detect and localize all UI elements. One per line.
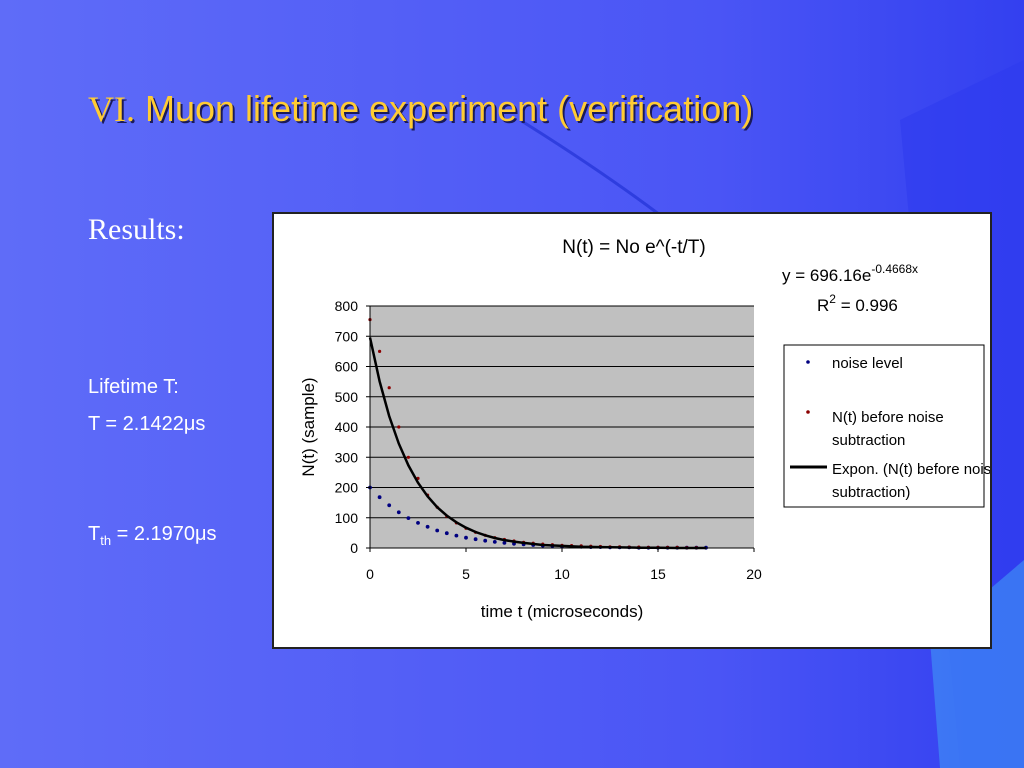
data-point bbox=[492, 540, 497, 544]
r-squared-power: 2 bbox=[829, 292, 836, 306]
results-label: Results: bbox=[88, 213, 185, 246]
slide-title: VI. Muon lifetime experiment (verificati… bbox=[88, 88, 753, 130]
trendline-equation: y = 696.16e-0.4668x bbox=[782, 262, 918, 285]
y-tick-label: 300 bbox=[335, 449, 359, 465]
data-point bbox=[406, 516, 411, 520]
data-point bbox=[396, 510, 401, 515]
x-tick-label: 5 bbox=[462, 566, 470, 582]
data-point bbox=[464, 535, 468, 540]
r-squared: R2 = 0.996 bbox=[817, 292, 898, 315]
theoretical-subscript: th bbox=[100, 533, 112, 548]
data-point bbox=[425, 524, 430, 529]
trendline-equation-base: y = 696.16e bbox=[782, 266, 871, 285]
legend-marker-raw bbox=[806, 410, 810, 414]
legend-label-fit-line-1: Expon. (N(t) before noise bbox=[832, 461, 990, 478]
legend-label-noise: noise level bbox=[832, 355, 903, 372]
data-point bbox=[502, 541, 507, 545]
trendline-equation-exponent: -0.4668x bbox=[871, 262, 918, 276]
x-tick-label: 0 bbox=[366, 566, 374, 582]
theoretical-value: = 2.1970μs bbox=[111, 523, 217, 545]
theoretical-prefix: T bbox=[88, 523, 101, 545]
data-point bbox=[444, 531, 449, 536]
data-point bbox=[416, 521, 420, 525]
title-text: Muon lifetime experiment (verification) bbox=[135, 88, 754, 129]
data-point bbox=[397, 425, 401, 429]
r-squared-symbol: R bbox=[817, 296, 829, 315]
r-squared-value: = 0.996 bbox=[836, 296, 898, 315]
chart-title: N(t) = No e^(-t/T) bbox=[562, 237, 706, 258]
x-tick-label: 15 bbox=[650, 566, 666, 582]
y-tick-label: 600 bbox=[335, 359, 359, 375]
legend-label-fit: Expon. (N(t) before noise subtraction) bbox=[832, 461, 990, 501]
legend-label-raw-line-1: N(t) before noise bbox=[832, 409, 944, 426]
data-point bbox=[454, 533, 459, 538]
legend-label-raw-line-2: subtraction bbox=[832, 432, 905, 449]
legend: noise level N(t) before noise subtraction… bbox=[783, 344, 990, 508]
data-point bbox=[406, 455, 410, 459]
data-point bbox=[377, 495, 382, 500]
y-tick-label: 100 bbox=[335, 510, 359, 526]
theoretical-lifetime: Tth = 2.1970μs bbox=[88, 523, 217, 548]
title-numeral: VI. bbox=[88, 89, 135, 129]
y-axis-ticks: 0 100 200 300 400 500 600 700 800 bbox=[335, 298, 370, 556]
legend-label-raw: N(t) before noise subtraction bbox=[832, 409, 944, 449]
x-axis-label: time t (microseconds) bbox=[481, 602, 643, 621]
x-tick-label: 20 bbox=[746, 566, 762, 582]
data-point bbox=[387, 503, 392, 508]
y-tick-label: 500 bbox=[335, 389, 359, 405]
y-tick-label: 200 bbox=[335, 480, 359, 496]
data-point bbox=[473, 537, 478, 542]
data-point bbox=[378, 349, 382, 353]
x-axis-ticks: 0 5 10 15 20 bbox=[366, 548, 762, 582]
data-point bbox=[483, 538, 488, 543]
data-point bbox=[435, 528, 440, 533]
lifetime-label: Lifetime T: bbox=[88, 376, 179, 398]
chart-frame: N(t) = No e^(-t/T) y = 696.16e-0.4668x R… bbox=[272, 212, 992, 649]
y-tick-label: 700 bbox=[335, 328, 359, 344]
x-tick-label: 10 bbox=[554, 566, 570, 582]
legend-label-fit-line-2: subtraction) bbox=[832, 484, 910, 501]
legend-marker-noise bbox=[806, 360, 810, 364]
decay-chart: N(t) = No e^(-t/T) y = 696.16e-0.4668x R… bbox=[299, 237, 990, 621]
y-axis-label: N(t) (sample) bbox=[299, 377, 318, 476]
y-tick-label: 0 bbox=[350, 540, 358, 556]
legend-box bbox=[783, 344, 985, 508]
y-tick-label: 400 bbox=[335, 419, 359, 435]
lifetime-value: T = 2.1422μs bbox=[88, 413, 206, 435]
y-tick-label: 800 bbox=[335, 298, 359, 314]
data-point bbox=[387, 386, 391, 390]
